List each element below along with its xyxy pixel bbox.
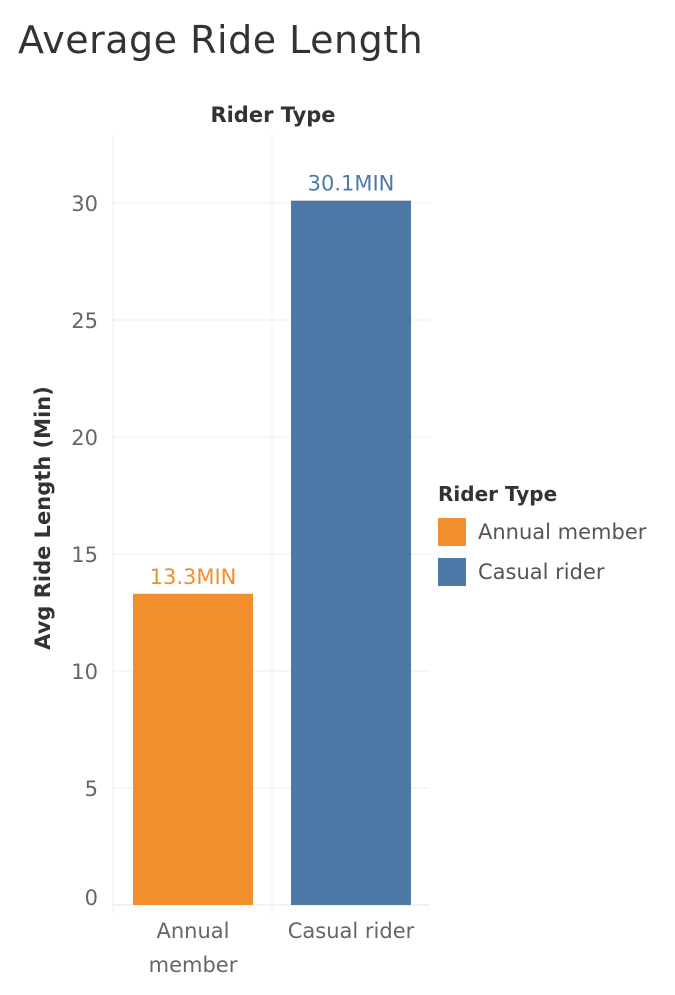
x-tick-label: member: [149, 953, 238, 977]
data-label: 30.1MIN: [308, 172, 395, 196]
legend-label: Annual member: [478, 520, 647, 544]
y-tick-label: 10: [71, 660, 98, 684]
legend-swatch: [438, 558, 466, 586]
column-header: Rider Type: [210, 103, 335, 127]
y-tick-label: 0: [85, 886, 98, 910]
y-tick-label: 20: [71, 426, 98, 450]
y-tick-label: 30: [71, 192, 98, 216]
data-labels: 13.3MIN 30.1MIN: [150, 172, 395, 589]
legend-item-annual-member: Annual member: [438, 518, 646, 546]
bars: [133, 200, 411, 905]
x-tick-labels: Annual member Casual rider: [149, 919, 415, 977]
chart-title: Average Ride Length: [18, 18, 424, 62]
legend-title: Rider Type: [438, 482, 558, 506]
y-tick-labels: 0 5 10 15 20 25 30: [71, 192, 98, 910]
y-tick-label: 15: [71, 543, 98, 567]
legend-swatch: [438, 518, 466, 546]
y-tick-label: 5: [85, 777, 98, 801]
legend: Rider Type Annual member Casual rider: [438, 482, 646, 598]
y-tick-label: 25: [71, 309, 98, 333]
bar: [133, 593, 253, 905]
y-axis-label: Avg Ride Length (Min): [31, 386, 55, 650]
legend-item-casual-rider: Casual rider: [438, 558, 646, 586]
data-label: 13.3MIN: [150, 565, 237, 589]
x-tick-label: Casual rider: [288, 919, 415, 943]
bar: [291, 200, 411, 905]
x-tick-label: Annual: [157, 919, 230, 943]
legend-label: Casual rider: [478, 560, 605, 584]
